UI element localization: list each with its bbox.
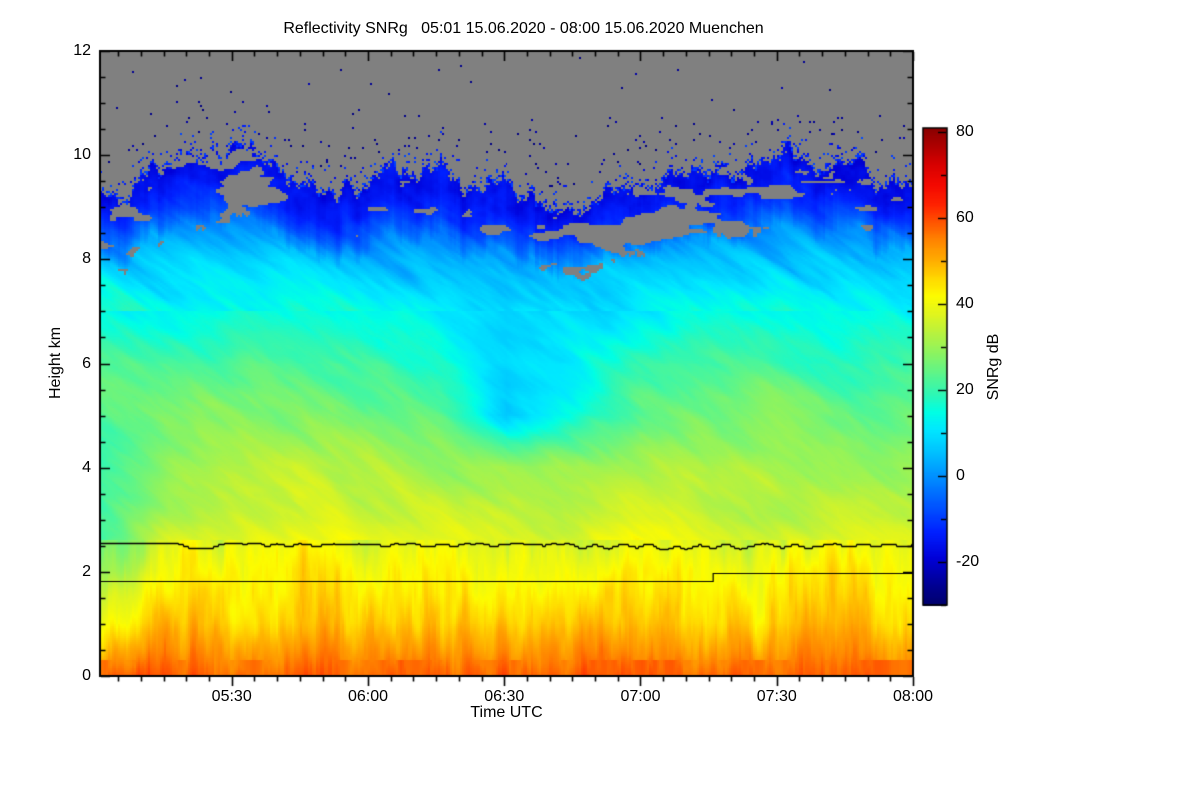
colorbar-label: SNRg dB (985, 333, 1002, 401)
x-axis-label: Time UTC (470, 704, 543, 721)
chart-title: Reflectivity SNRg 05:01 15.06.2020 - 08:… (283, 20, 764, 37)
y-axis-label: Height km (47, 326, 64, 400)
